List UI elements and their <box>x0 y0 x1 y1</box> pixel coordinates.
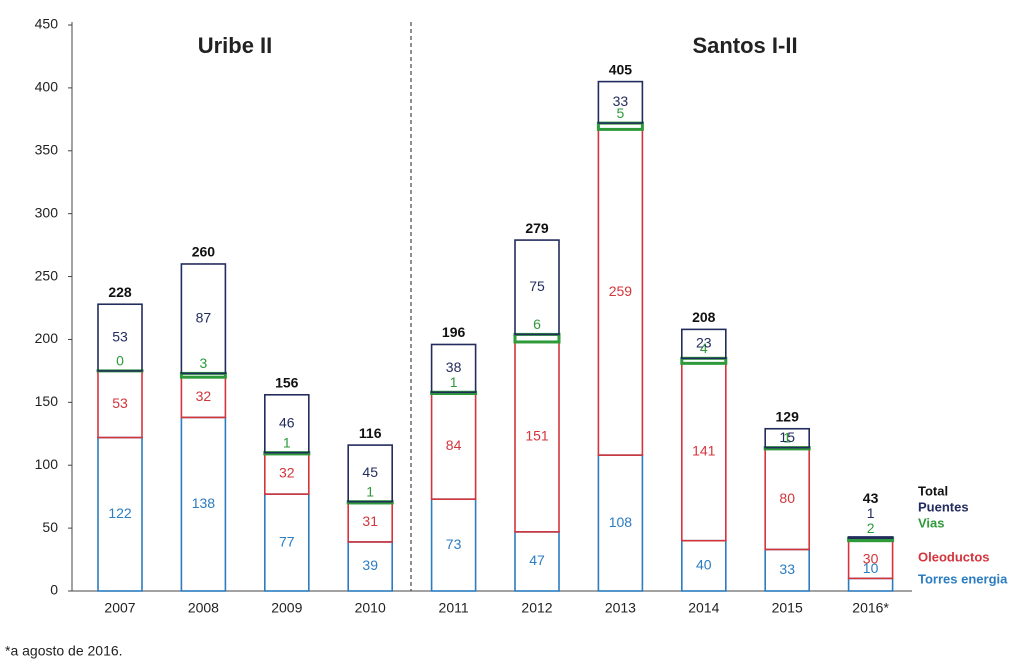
y-tick-label: 0 <box>50 582 58 598</box>
x-tick-label: 2013 <box>605 600 636 616</box>
total-label: 129 <box>776 408 800 424</box>
bar-segment <box>764 427 811 449</box>
total-label: 43 <box>863 490 879 506</box>
x-tick-label: 2010 <box>355 600 386 616</box>
bar-segment <box>263 393 310 454</box>
y-tick-label: 250 <box>35 267 59 283</box>
x-tick-label: 2016* <box>852 600 889 616</box>
y-tick-label: 100 <box>35 456 59 472</box>
bar-segment <box>597 80 644 124</box>
value-label: 10 <box>863 560 879 576</box>
value-label: 77 <box>279 533 295 549</box>
value-label: 80 <box>779 490 795 506</box>
value-label: 53 <box>112 395 128 411</box>
value-label: 141 <box>692 443 716 459</box>
bar-segment <box>596 121 644 131</box>
total-label: 228 <box>108 284 132 300</box>
y-tick-label: 350 <box>35 141 59 157</box>
value-label: 6 <box>533 316 541 332</box>
value-label: 2 <box>867 520 875 536</box>
value-label: 73 <box>446 536 462 552</box>
legend-label: Puentes <box>918 499 969 514</box>
value-label: 33 <box>613 93 629 109</box>
x-tick-label: 2008 <box>188 600 219 616</box>
y-tick-label: 300 <box>35 204 59 220</box>
value-label: 47 <box>529 552 545 568</box>
x-tick-label: 2007 <box>104 600 135 616</box>
y-tick-label: 450 <box>35 16 59 32</box>
y-tick-label: 50 <box>42 519 58 535</box>
legend-label: Torres energia <box>918 571 1008 586</box>
group-label: Santos I-II <box>692 33 797 58</box>
total-label: 260 <box>192 244 216 260</box>
value-label: 87 <box>196 309 212 325</box>
value-label: 75 <box>529 278 545 294</box>
value-label: 138 <box>192 495 216 511</box>
value-label: 1 <box>283 434 291 450</box>
value-label: 4 <box>700 340 708 356</box>
bar-segment <box>347 444 394 503</box>
value-label: 0 <box>116 353 124 369</box>
value-label: 32 <box>279 465 295 481</box>
value-label: 33 <box>779 561 795 577</box>
legend-label: Total <box>918 483 948 498</box>
value-label: 1 <box>867 505 875 521</box>
x-tick-label: 2015 <box>772 600 803 616</box>
bar-segment <box>680 328 727 360</box>
bar-segment <box>97 303 143 372</box>
total-label: 116 <box>359 425 382 441</box>
value-label: 5 <box>617 105 625 121</box>
value-label: 108 <box>609 514 633 530</box>
legend-label: Oleoductos <box>918 549 990 564</box>
value-label: 151 <box>525 428 549 444</box>
value-label: 31 <box>362 513 378 529</box>
total-label: 279 <box>525 220 549 236</box>
value-label: 30 <box>863 550 879 566</box>
bar-segment <box>430 343 477 394</box>
x-tick-label: 2012 <box>521 600 552 616</box>
y-tick-label: 150 <box>35 393 59 409</box>
value-label: 15 <box>779 429 795 445</box>
y-tick-label: 200 <box>35 330 59 346</box>
value-label: 23 <box>696 335 712 351</box>
x-tick-label: 2014 <box>688 600 719 616</box>
x-tick-label: 2011 <box>439 600 469 616</box>
value-label: 3 <box>200 355 208 371</box>
bar-segment <box>514 239 560 336</box>
value-label: 1 <box>783 429 791 445</box>
value-label: 122 <box>108 505 132 521</box>
total-label: 208 <box>692 309 716 325</box>
group-label: Uribe II <box>198 33 273 58</box>
bar-segment <box>180 263 227 375</box>
y-tick-label: 400 <box>35 79 59 95</box>
value-label: 45 <box>362 464 378 480</box>
value-label: 1 <box>366 483 374 499</box>
total-label: 196 <box>442 324 466 340</box>
footnote: *a agosto de 2016. <box>5 643 123 659</box>
x-tick-label: 2009 <box>271 600 302 616</box>
value-label: 39 <box>362 557 378 573</box>
bar-segment <box>847 577 894 592</box>
value-label: 259 <box>609 283 633 299</box>
bar-segment <box>847 536 894 539</box>
value-label: 38 <box>446 359 462 375</box>
value-label: 84 <box>446 437 462 453</box>
value-label: 1 <box>450 374 458 390</box>
value-label: 53 <box>112 328 128 344</box>
bar-segment <box>513 332 561 344</box>
total-label: 405 <box>609 61 633 77</box>
legend-label: Vias <box>918 515 945 530</box>
value-label: 46 <box>279 414 295 430</box>
total-label: 156 <box>275 374 299 390</box>
value-label: 32 <box>196 388 212 404</box>
value-label: 40 <box>696 557 712 573</box>
